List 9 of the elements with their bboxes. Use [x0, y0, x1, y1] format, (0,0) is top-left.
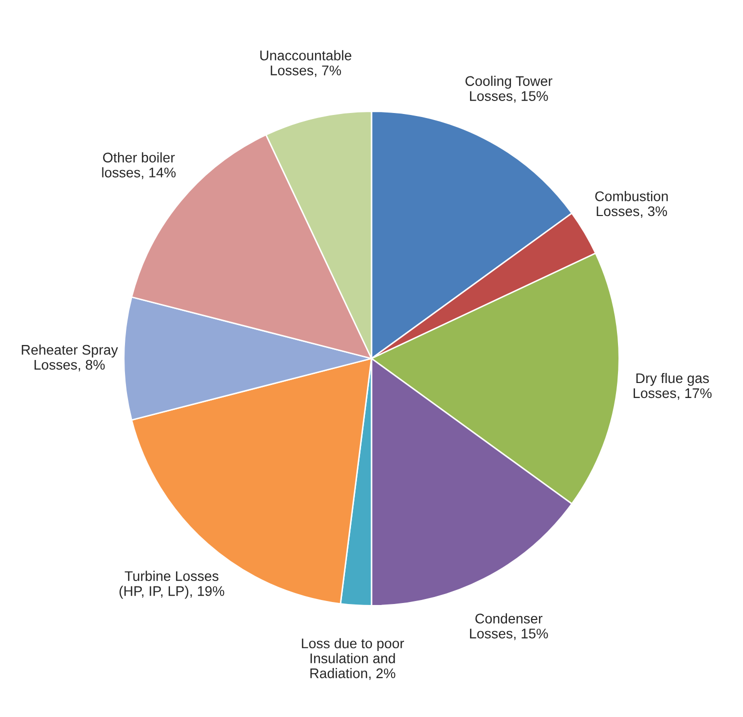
slice-label: Combustion Losses, 3% — [595, 191, 668, 218]
slice-label: Reheater Spray Losses, 8% — [22, 344, 118, 372]
slice-label: Turbine Losses (HP, IP, LP), 19% — [120, 570, 224, 599]
slice-label: Unaccountable Losses, 7% — [260, 50, 352, 77]
slice-label: Cooling Tower Losses, 15% — [466, 76, 552, 103]
slice-label: Dry flue gas Losses, 17% — [634, 372, 712, 400]
slice-label: Condenser Losses, 15% — [470, 613, 548, 640]
slice-label: Other boiler losses, 14% — [102, 152, 176, 180]
slice-label: Loss due to poor Insulation and Radiation, 2% — [302, 638, 404, 680]
